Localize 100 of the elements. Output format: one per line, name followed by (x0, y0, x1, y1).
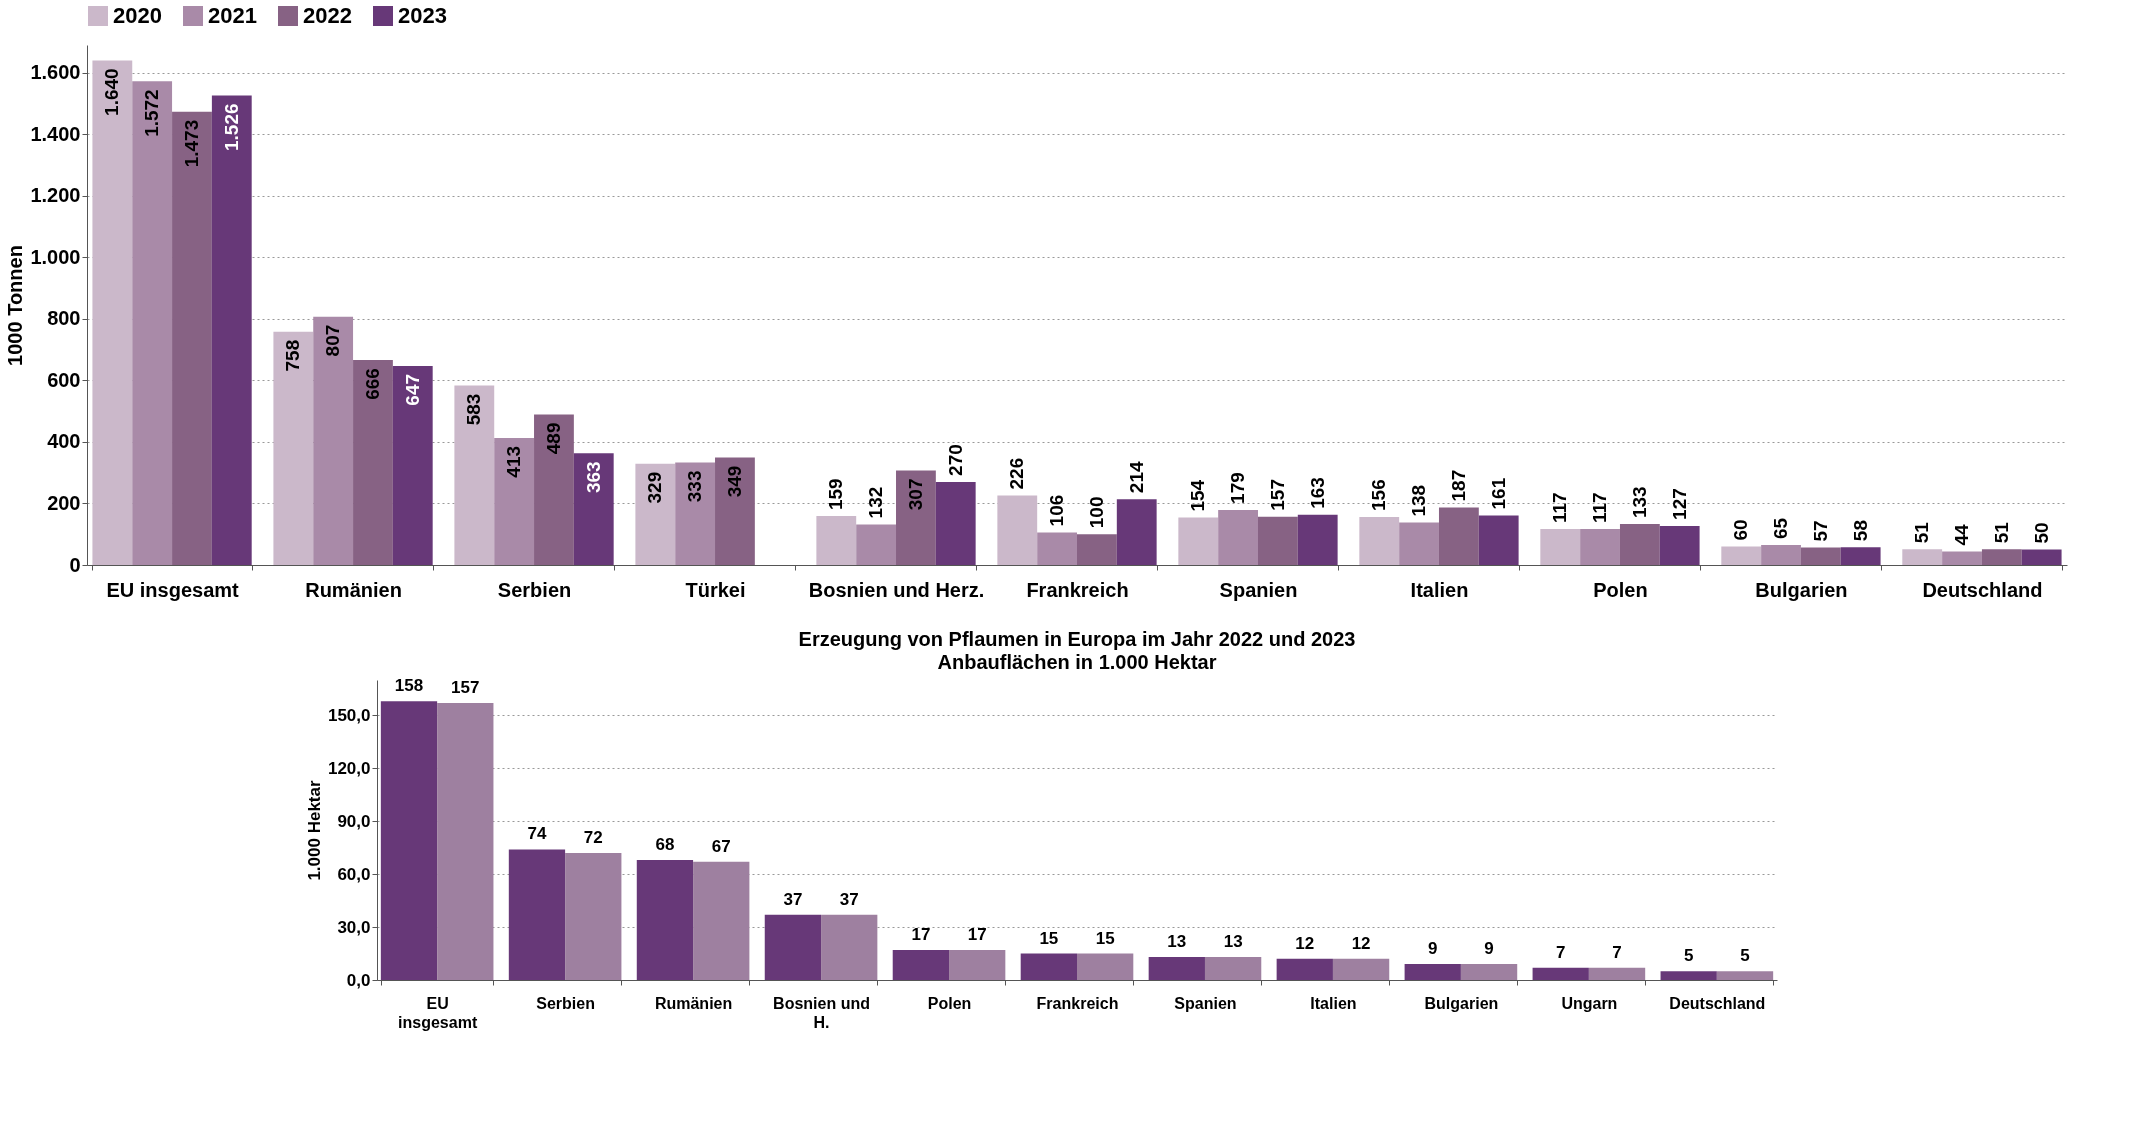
bar (816, 516, 857, 565)
y-tick-label: 1.600 (30, 61, 81, 84)
bar (636, 860, 694, 980)
bar (508, 849, 566, 980)
data-label: 5 (1683, 946, 1694, 966)
data-label: 13 (1167, 932, 1187, 952)
data-label: 7 (1612, 942, 1622, 962)
bar (1619, 524, 1660, 565)
x-tick-label: Bulgarien (1424, 994, 1499, 1012)
x-tick-label: Bosnien und H. (773, 994, 870, 1031)
data-label: 15 (1039, 928, 1059, 948)
bar (693, 861, 750, 980)
text: 187 (1447, 469, 1469, 502)
bar (353, 360, 393, 565)
data-label: 12 (1295, 933, 1315, 953)
data-label: 157 (451, 677, 480, 697)
text: 60 (1730, 519, 1752, 541)
bar (1359, 517, 1400, 565)
data-label: 74 (527, 824, 547, 844)
text: 179 (1227, 472, 1249, 504)
text: 1.473 (180, 119, 202, 168)
bar (1981, 549, 2022, 565)
y-tick-label: 400 (47, 430, 81, 453)
y-tick-label: 1.400 (30, 122, 81, 145)
text: 758 (282, 339, 304, 372)
bar (1077, 953, 1134, 980)
bar (1438, 507, 1479, 565)
bar (949, 950, 1006, 980)
x-tick-label: Deutschland (1922, 578, 2043, 601)
legend-label: 2020 (113, 3, 162, 28)
y-tick-label: 600 (47, 368, 81, 391)
text: 50 (2030, 522, 2052, 544)
bar (1659, 525, 1700, 565)
bar (172, 111, 212, 565)
bar (1460, 964, 1518, 980)
text: 132 (865, 486, 887, 519)
bar (1761, 545, 1801, 565)
text: 329 (644, 471, 666, 504)
text: 65 (1770, 517, 1792, 539)
bar (1332, 958, 1390, 980)
y-tick-label: 0 (69, 553, 81, 576)
x-tick-label: Italien (1310, 994, 1357, 1012)
bar (1588, 967, 1646, 980)
bar (892, 950, 950, 980)
bar (1404, 964, 1461, 980)
y-tick-label: 1.200 (30, 184, 81, 207)
y-axis-title: 1.000 Hektar (304, 780, 324, 881)
data-label: 67 (711, 836, 731, 856)
x-tick-label: EU insgesamt (398, 994, 478, 1031)
bar (313, 316, 354, 565)
x-tick-label: Spanien (1219, 578, 1298, 601)
x-tick-label: Türkei (685, 578, 746, 601)
bar (675, 462, 716, 565)
data-label: 17 (911, 925, 931, 944)
text: 413 (503, 445, 525, 478)
bar (494, 437, 535, 565)
y-tick-label: 150,0 (327, 705, 371, 725)
bar (454, 385, 495, 565)
x-tick-label: Rumänien (305, 578, 402, 601)
text: 1.572 (141, 89, 163, 137)
bar (764, 914, 822, 980)
text: 44 (1951, 524, 1973, 546)
text: 270 (944, 444, 966, 476)
bar (1840, 547, 1881, 565)
bar (1721, 546, 1762, 565)
x-tick-label: Italien (1410, 578, 1469, 601)
bar (1077, 534, 1117, 565)
text: 159 (825, 478, 847, 511)
bar (1660, 971, 1717, 980)
bar (380, 701, 438, 980)
bar (1204, 957, 1262, 980)
data-label: 37 (783, 889, 803, 909)
text: 1.640 (101, 68, 123, 116)
bar (534, 414, 574, 565)
data-label: 9 (1428, 939, 1438, 959)
text: 489 (542, 422, 564, 455)
y-tick-label: 0,0 (346, 970, 371, 990)
data-label: 68 (655, 835, 675, 854)
bar (211, 95, 252, 565)
bar (1580, 529, 1620, 565)
bar (1116, 499, 1157, 565)
text: 117 (1549, 492, 1571, 523)
x-tick-label: Bulgarien (1755, 578, 1848, 601)
y-tick-label: 30,0 (337, 917, 371, 937)
x-tick-label: Spanien (1174, 994, 1237, 1012)
text: 133 (1628, 486, 1650, 519)
text: 100 (1085, 496, 1107, 529)
text: 583 (463, 393, 485, 426)
text: 157 (1266, 478, 1288, 511)
x-tick-label: Polen (927, 994, 972, 1012)
text: 226 (1006, 457, 1028, 490)
data-label: 158 (394, 676, 424, 696)
bar (935, 481, 976, 565)
text: 51 (1990, 522, 2012, 544)
data-label: 13 (1223, 932, 1243, 952)
data-label: 5 (1740, 946, 1750, 966)
bar (437, 702, 494, 980)
bar (1257, 516, 1298, 565)
x-tick-label: EU insgesamt (106, 578, 240, 601)
text: 138 (1408, 484, 1430, 517)
